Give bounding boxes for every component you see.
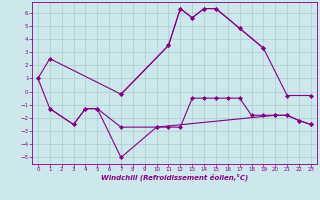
X-axis label: Windchill (Refroidissement éolien,°C): Windchill (Refroidissement éolien,°C) xyxy=(101,174,248,181)
